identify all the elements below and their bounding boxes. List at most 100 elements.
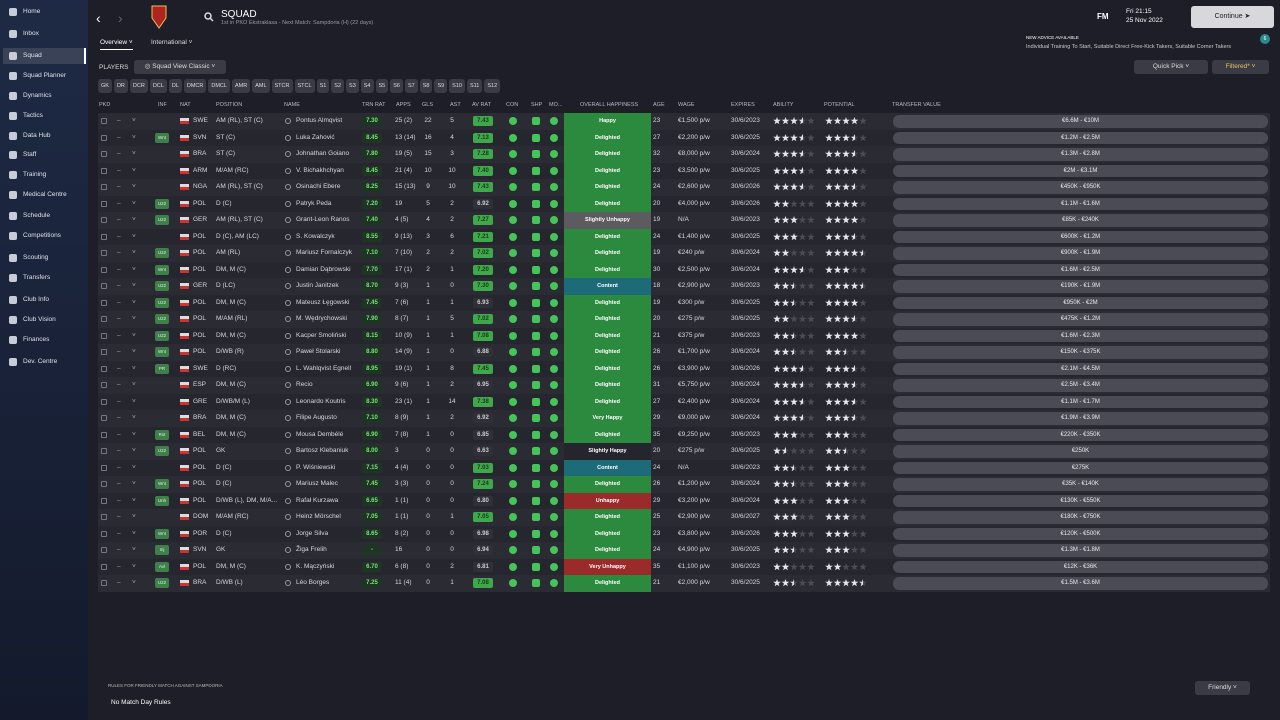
player-name[interactable]: Filipe Augusto — [296, 414, 337, 421]
nav-item[interactable]: Tactics — [3, 108, 86, 124]
player-name[interactable]: Damian Dąbrowski — [296, 265, 351, 273]
position-filter[interactable]: AMR — [231, 79, 251, 93]
position-filter[interactable]: S10 — [449, 79, 465, 93]
player-row[interactable]: – ˅ PR SWE D (RC) L. Wahlqvist Egnell 8.95 19 (… — [98, 360, 1270, 377]
player-name[interactable]: Rafał Kurzawa — [296, 496, 339, 504]
column-header[interactable]: INF — [158, 102, 167, 108]
position-filter[interactable]: S5 — [375, 79, 389, 93]
position-filter[interactable]: AML — [252, 79, 270, 93]
position-filter[interactable]: S7 — [404, 79, 418, 93]
player-row[interactable]: – ˅ U22 POL AM (RL) Mariusz Fornalczyk 7.10 7 (… — [98, 245, 1270, 262]
player-row[interactable]: – ˅ NGA AM (RL), ST (C) Osinachi Ebere 8.25 15… — [98, 179, 1270, 196]
column-header[interactable]: PKD — [99, 102, 111, 108]
nav-item[interactable]: Finances — [3, 332, 86, 348]
player-row[interactable]: – ˅ Wnt POL D (C) Mariusz Malec 7.45 3 (3) 0 0 7.2… — [98, 476, 1270, 493]
nav-item[interactable]: Data Hub — [3, 128, 86, 144]
player-name[interactable]: M. Wędrychowski — [296, 315, 347, 322]
position-filter[interactable]: S6 — [390, 79, 403, 93]
player-name[interactable]: Grant-Leon Ranos — [296, 216, 350, 223]
column-header[interactable]: WAGE — [678, 102, 695, 108]
match-type[interactable]: Friendly ˅ — [1195, 681, 1250, 695]
quick-pick[interactable]: Quick Pick ˅ — [1134, 60, 1208, 74]
column-header[interactable]: MO... — [549, 102, 563, 108]
player-row[interactable]: – ˅ U22 GER AM (RL), ST (C) Grant-Leon Ranos 7… — [98, 212, 1270, 229]
position-filter[interactable]: S1 — [316, 79, 330, 93]
player-row[interactable]: – ˅ U22 POL DM, M (C) Mateusz Łęgowski 7.45 7 (… — [98, 294, 1270, 311]
player-name[interactable]: Pontus Almqvist — [296, 117, 343, 124]
player-row[interactable]: – ˅ U22 POL DM, M (C) Kacper Smoliński 8.15 10 … — [98, 327, 1270, 344]
nav-item[interactable]: Competitions — [3, 228, 86, 244]
player-name[interactable]: Justin Janitzek — [296, 282, 339, 289]
player-row[interactable]: – ˅ POL D (C), AM (LC) S. Kowalczyk 8.55 9 (13… — [98, 228, 1270, 245]
player-name[interactable]: Luka Zahović — [296, 133, 335, 141]
player-row[interactable]: – ˅ Rst BEL DM, M (C) Mousa Dembélé 6.90 7 (8) 1… — [98, 426, 1270, 443]
filter-button[interactable]: Filtered* ˅ — [1212, 60, 1269, 74]
tab[interactable]: Overview ˅ — [100, 39, 133, 50]
position-filter[interactable]: STCL — [294, 79, 315, 93]
nav-item[interactable]: Medical Centre — [3, 187, 86, 203]
player-row[interactable]: – ˅ DOM M/AM (RC) Heinz Mörschel 7.05 1 (1) 0 1 7… — [98, 509, 1270, 526]
column-header[interactable]: AGE — [653, 102, 665, 108]
player-row[interactable]: – ˅ Wnt POL DM, M (C) Damian Dąbrowski 7.70 17 … — [98, 261, 1270, 278]
player-name[interactable]: Heinz Mörschel — [296, 513, 341, 520]
nav-item[interactable]: Inbox — [3, 26, 86, 42]
player-name[interactable]: S. Kowalczyk — [296, 232, 335, 240]
column-header[interactable]: APPS — [396, 102, 411, 108]
player-row[interactable]: – ˅ U22 POL GK Bartosz Klebaniuk 8.00 3 0 0 6.63 Sl… — [98, 443, 1270, 460]
column-header[interactable]: TRANSFER VALUE — [892, 102, 941, 108]
column-header[interactable]: GLS — [422, 102, 434, 108]
player-name[interactable]: Osinachi Ebere — [296, 183, 341, 190]
player-name[interactable]: Johnathan Goiano — [296, 150, 350, 157]
column-header[interactable]: SHP — [531, 102, 543, 108]
player-name[interactable]: Jorge Silva — [296, 529, 329, 537]
nav-item[interactable]: Training — [3, 167, 86, 183]
player-name[interactable]: L. Wahlqvist Egnell — [296, 364, 352, 372]
player-row[interactable]: – ˅ Inj SVN GK Žiga Frelih - 16 0 0 6.94 Delighted 2… — [98, 542, 1270, 559]
fm-logo[interactable]: FM — [1097, 12, 1109, 21]
position-filter[interactable]: DCL — [149, 79, 167, 93]
player-name[interactable]: V. Bichakhchyan — [296, 166, 344, 174]
search-icon[interactable] — [204, 12, 214, 22]
position-filter[interactable]: S11 — [466, 79, 483, 93]
column-header[interactable]: AV RAT — [472, 102, 492, 108]
position-filter[interactable]: S3 — [346, 79, 359, 93]
column-header[interactable]: NAT — [180, 102, 191, 108]
player-name[interactable]: Leonardo Koutris — [296, 397, 346, 405]
tab[interactable]: International ˅ — [151, 39, 193, 46]
player-row[interactable]: – ˅ BRA DM, M (C) Filipe Augusto 7.10 8 (9) 1 2 6… — [98, 410, 1270, 427]
column-header[interactable]: OVERALL HAPPINESS — [580, 102, 639, 108]
column-header[interactable]: AST — [450, 102, 461, 108]
player-row[interactable]: – ˅ Avl POL DM, M (C) K. Mączyński 6.70 6 (8) 0 2… — [98, 558, 1270, 575]
player-name[interactable]: Patryk Peda — [296, 199, 332, 207]
position-filter[interactable]: S8 — [419, 79, 433, 93]
player-row[interactable]: – ˅ GRE D/WB/M (L) Leonardo Koutris 8.30 23 (1… — [98, 393, 1270, 410]
forward[interactable]: › — [118, 10, 123, 26]
position-filter[interactable]: DMCR — [183, 79, 207, 93]
nav-item[interactable]: Schedule — [3, 208, 86, 224]
position-filter[interactable]: S12 — [484, 79, 501, 93]
column-header[interactable]: CON — [506, 102, 519, 108]
column-header[interactable]: TRN RAT — [362, 102, 386, 108]
position-filter[interactable]: GK — [98, 79, 112, 93]
position-filter[interactable]: S9 — [434, 79, 448, 93]
position-filter[interactable]: DMCL — [208, 79, 230, 93]
player-name[interactable]: Bartosz Klebaniuk — [296, 447, 349, 454]
player-row[interactable]: – ˅ Unh POL D/WB (L), DM, M/A... Rafał Kurzaw… — [98, 492, 1270, 509]
player-row[interactable]: – ˅ SWE AM (RL), ST (C) Pontus Almqvist 7.30 2… — [98, 113, 1270, 130]
position-filter[interactable]: DR — [113, 79, 128, 93]
player-name[interactable]: Mousa Dembélé — [296, 430, 344, 438]
player-row[interactable]: – ˅ Wnt POL D/WB (R) Paweł Stolarski 8.80 14 (9… — [98, 344, 1270, 361]
advice-text[interactable]: Individual Training To Start, Suitable D… — [1026, 44, 1232, 50]
position-filter[interactable]: DL — [168, 79, 182, 93]
nav-item[interactable]: Home — [3, 4, 86, 20]
column-header[interactable]: POSITION — [216, 102, 243, 108]
player-row[interactable]: – ˅ U22 POL D (C) Patryk Peda 7.20 19 5 2 6.92 Deli… — [98, 195, 1270, 212]
player-name[interactable]: Léo Borges — [296, 579, 330, 586]
player-name[interactable]: Paweł Stolarski — [296, 348, 341, 355]
player-row[interactable]: – ˅ ARM M/AM (RC) V. Bichakhchyan 8.45 21 (4) 1… — [98, 162, 1270, 179]
nav-item[interactable]: Scouting — [3, 250, 86, 266]
player-name[interactable]: Žiga Frelih — [296, 546, 327, 553]
column-header[interactable]: ABILITY — [773, 102, 794, 108]
player-name[interactable]: P. Wiśniewski — [296, 463, 336, 471]
player-row[interactable]: – ˅ U22 POL M/AM (RL) M. Wędrychowski 7.90 8 (7… — [98, 311, 1270, 328]
